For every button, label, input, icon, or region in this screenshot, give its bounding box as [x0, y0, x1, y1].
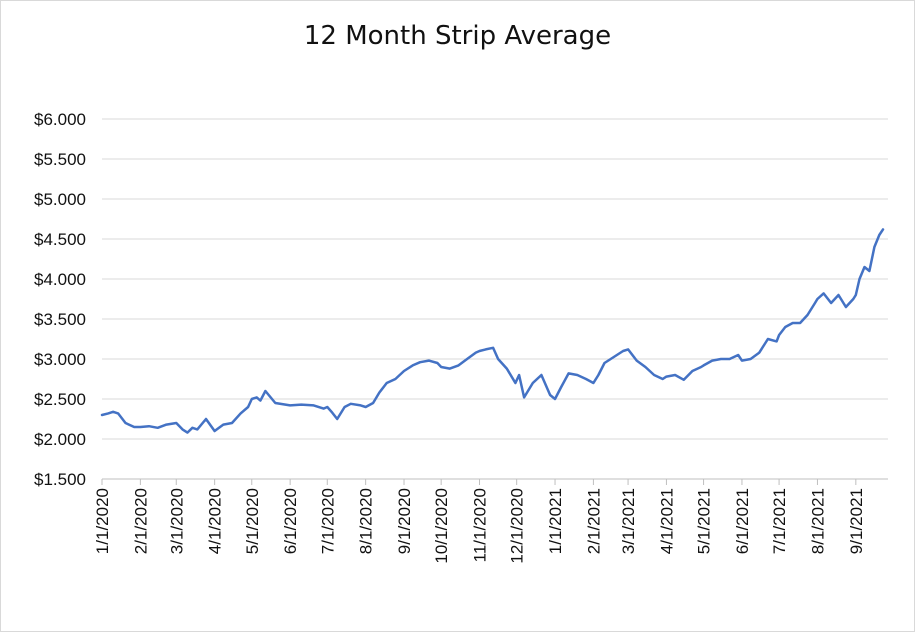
y-tick-label: $5.500 [34, 150, 86, 169]
x-tick-label: 9/1/2020 [395, 488, 414, 554]
gridlines [102, 118, 888, 440]
x-tick-label: 11/1/2020 [471, 488, 490, 562]
series-layer [100, 228, 885, 434]
y-tick-label: $2.500 [34, 390, 86, 409]
y-tick-label: $2.000 [34, 430, 86, 449]
x-tick-label: 7/1/2021 [770, 488, 789, 554]
x-tick-label: 7/1/2020 [318, 488, 337, 554]
series-line [100, 228, 885, 434]
x-tick-label: 4/1/2021 [657, 488, 676, 554]
x-tick-label: 8/1/2020 [357, 488, 376, 554]
x-tick-label: 8/1/2021 [808, 488, 827, 554]
y-tick-label: $5.000 [34, 190, 86, 209]
x-tick-label: 6/1/2020 [281, 488, 300, 554]
y-tick-label: $4.000 [34, 270, 86, 289]
x-tick-label: 2/1/2020 [131, 488, 150, 554]
x-tick-label: 10/1/2020 [432, 488, 451, 564]
x-tick-label: 1/1/2020 [93, 488, 112, 554]
y-tick-label: $6.000 [34, 110, 86, 129]
y-axis-tick-labels: $1.500 $2.000 $2.500 $3.000 $3.500 $4.000 $4.5… [34, 110, 86, 489]
x-tick-label: 3/1/2021 [619, 488, 638, 554]
x-tick-label: 2/1/2021 [584, 488, 603, 554]
y-tick-label: $3.000 [34, 350, 86, 369]
y-tick-label: $4.500 [34, 230, 86, 249]
x-tick-label: 5/1/2020 [243, 488, 262, 554]
x-tick-label: 9/1/2021 [847, 488, 866, 554]
x-tick-label: 4/1/2020 [206, 488, 225, 554]
x-tick-label: 3/1/2020 [167, 488, 186, 554]
x-tick-label: 6/1/2021 [733, 488, 752, 554]
x-tick-label: 12/1/2020 [508, 488, 527, 564]
x-tick-label: 1/1/2021 [546, 488, 565, 554]
y-tick-label: $1.500 [34, 470, 86, 489]
y-tick-label: $3.500 [34, 310, 86, 329]
x-tick-label: 5/1/2021 [695, 488, 714, 554]
axes [101, 478, 888, 485]
chart-title: 12 Month Strip Average [303, 21, 612, 51]
x-axis-tick-labels: 1/1/2020 2/1/2020 3/1/2020 4/1/2020 5/1/2020… [93, 488, 866, 564]
